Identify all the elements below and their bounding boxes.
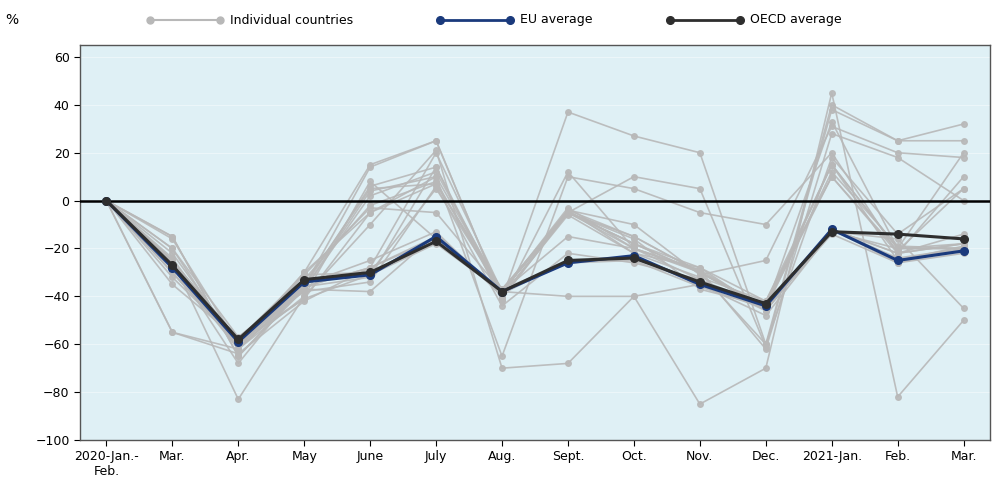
Text: %: % xyxy=(5,13,18,27)
Text: EU average: EU average xyxy=(520,14,592,26)
Text: Individual countries: Individual countries xyxy=(230,14,353,26)
Text: OECD average: OECD average xyxy=(750,14,842,26)
